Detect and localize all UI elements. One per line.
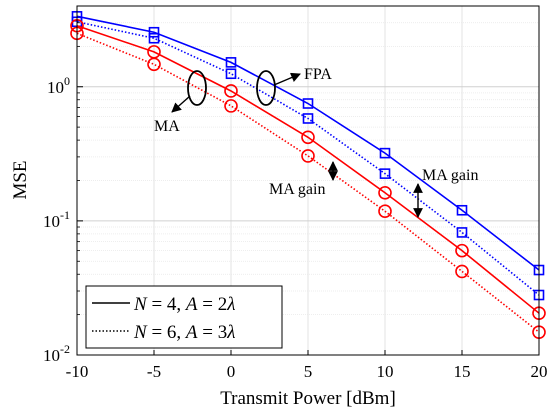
- series-2-point: [302, 113, 314, 124]
- series-1-point: [225, 57, 237, 68]
- series-1-point: [379, 147, 391, 159]
- fpa-arrow: [273, 72, 301, 86]
- legend-label-part: λ: [226, 322, 235, 343]
- annotation-ma: MA: [154, 118, 180, 135]
- x-tick-label: 0: [227, 362, 236, 381]
- y-tick-exponent: 0: [64, 74, 70, 88]
- legend-box: [85, 285, 283, 349]
- legend-label-part: A: [184, 294, 198, 315]
- x-axis-label: Transmit Power [dBm]: [220, 388, 396, 409]
- series-line-1: [76, 15, 540, 271]
- series-4-point: [224, 99, 238, 113]
- x-tick-label: 5: [304, 362, 313, 381]
- series-1-point: [456, 204, 468, 216]
- series-2-point: [148, 32, 160, 44]
- series-1-point: [302, 98, 314, 109]
- series-4-point: [147, 57, 161, 72]
- series-1-point: [148, 26, 160, 38]
- series-3-point: [224, 84, 238, 98]
- legend-label-part: A: [184, 322, 198, 343]
- annotation-ma-gain-1: MA gain: [269, 181, 325, 198]
- legend: N = 4, A = 2λN = 6, A = 3λ: [85, 285, 283, 349]
- ma-arrow: [171, 95, 191, 113]
- x-tick-label: 20: [531, 362, 547, 381]
- annotation-fpa: FPA: [304, 66, 332, 83]
- fpa-group-ellipse: [256, 70, 276, 106]
- series-line-3: [76, 24, 540, 314]
- x-tick-label: -10: [66, 362, 89, 381]
- x-tick-label: 10: [377, 362, 394, 381]
- series-3-point: [455, 243, 469, 258]
- legend-label-part: = 4,: [147, 294, 186, 315]
- series-3-point: [378, 185, 392, 200]
- ma-group-ellipse: [187, 70, 207, 106]
- legend-label-part: N: [133, 294, 148, 315]
- series-2-point: [379, 168, 391, 179]
- legend-label-part: = 2: [198, 294, 228, 315]
- series-2-point: [456, 227, 468, 238]
- series-line-2: [76, 21, 540, 296]
- series-3-point: [301, 130, 315, 145]
- legend-label-part: λ: [226, 294, 235, 315]
- legend-label-part: = 6,: [147, 322, 186, 343]
- y-tick-exponent: -2: [60, 342, 70, 356]
- legend-label-part: N: [133, 322, 148, 343]
- legend-label-1: N = 4, A = 2λ: [133, 294, 235, 315]
- series-2-point: [225, 68, 237, 80]
- annotation-ma-gain-2: MA gain: [422, 167, 478, 184]
- series-4-point: [455, 264, 469, 279]
- x-tick-label: 15: [454, 362, 471, 381]
- series-4-point: [301, 149, 315, 163]
- annotations: FPA MA MA gain MA gain: [154, 66, 478, 218]
- y-axis-label: MSE: [10, 160, 31, 199]
- legend-label-part: = 3: [198, 322, 228, 343]
- series-4-point: [378, 204, 392, 219]
- legend-label-2: N = 6, A = 3λ: [133, 322, 235, 343]
- x-tick-label: -5: [147, 362, 161, 381]
- y-tick-exponent: -1: [60, 208, 70, 222]
